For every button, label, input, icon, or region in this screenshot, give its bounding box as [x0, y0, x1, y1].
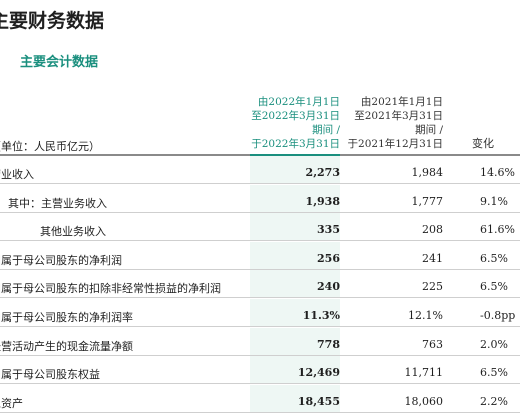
current-value: 1,938 — [305, 194, 340, 208]
row-divider — [0, 326, 520, 327]
row-label: 归属于母公司股东权益 — [0, 368, 100, 382]
row-divider — [0, 354, 520, 356]
current-column-shade — [250, 327, 340, 356]
current-column-shade — [250, 299, 340, 327]
previous-value: 225 — [422, 280, 443, 294]
row-divider — [0, 211, 520, 213]
previous-value: 241 — [422, 251, 443, 265]
row-divider — [0, 268, 520, 270]
row-label: 归属于母公司股东的扣除非经常性损益的净利润 — [0, 282, 221, 296]
current-column-shade — [250, 384, 340, 413]
table-row: 营业收入 2,273 1,984 14.6% — [0, 156, 526, 184]
table-row: 总资产 18,455 18,060 2.2% — [0, 384, 526, 413]
current-value: 240 — [317, 280, 340, 294]
current-value: 11.3% — [302, 309, 340, 322]
row-divider — [0, 297, 520, 299]
current-value: 18,455 — [297, 394, 340, 408]
previous-value: 1,984 — [411, 166, 444, 179]
previous-value: 12.1% — [408, 309, 443, 322]
page-title: 主要财务数据 — [0, 10, 105, 32]
row-label: 归属于母公司股东的净利润 — [0, 253, 122, 267]
previous-header-line: 期间 / — [415, 124, 443, 136]
change-value: 2.0% — [480, 337, 508, 351]
previous-header-line: 于2021年12月31日 — [347, 138, 443, 150]
current-value: 2,273 — [305, 166, 340, 179]
change-value: 14.6% — [480, 166, 515, 179]
unit-label: （单位：人民币亿元） — [0, 140, 100, 153]
change-value: 6.5% — [480, 366, 508, 380]
current-header-line: 期间 / — [312, 124, 340, 136]
current-value: 12,469 — [297, 366, 340, 380]
current-value: 256 — [317, 251, 340, 265]
row-label: 总资产 — [0, 396, 23, 410]
row-divider — [0, 240, 520, 242]
table-row: 归属于母公司股东权益 12,469 11,711 6.5% — [0, 356, 526, 385]
current-header-line: 由2022年1月1日 — [257, 96, 340, 108]
change-header: 变化 — [472, 137, 494, 150]
current-column-shade — [250, 156, 340, 184]
current-header-line: 至2022年3月31日 — [251, 110, 340, 122]
previous-value: 1,777 — [411, 194, 444, 208]
row-label: 其他业务收入 — [40, 225, 106, 239]
table-row: 其他业务收入 335 208 61.6% — [0, 213, 526, 242]
current-column-shade — [250, 241, 340, 270]
current-column-shade — [250, 270, 340, 299]
change-value: 9.1% — [480, 194, 508, 208]
table-row: 经营活动产生的现金流量净额 778 763 2.0% — [0, 327, 526, 356]
current-period-header: 由2022年1月1日 至2022年3月31日 期间 / 于2022年3月31日 — [251, 95, 340, 151]
current-column-underline — [250, 154, 340, 156]
section-title: 主要会计数据 — [20, 55, 99, 70]
row-label: 归属于母公司股东的净利润率 — [0, 311, 133, 324]
current-value: 778 — [317, 337, 340, 351]
previous-header-line: 至2021年3月31日 — [354, 110, 443, 122]
table-row: 归属于母公司股东的净利润率 11.3% 12.1% -0.8pp — [0, 299, 526, 327]
current-column-shade — [250, 213, 340, 242]
table-row: 归属于母公司股东的净利润 256 241 6.5% — [0, 241, 526, 270]
row-divider — [0, 183, 520, 184]
row-label: 其中：主营业务收入 — [8, 196, 107, 210]
previous-header-line: 由2021年1月1日 — [360, 96, 443, 108]
change-value: 2.2% — [480, 394, 508, 408]
previous-value: 11,711 — [404, 366, 444, 380]
previous-value: 208 — [422, 223, 443, 237]
row-divider — [0, 383, 520, 385]
row-divider — [0, 411, 520, 413]
current-column-shade — [250, 184, 340, 213]
change-value: 6.5% — [480, 251, 508, 265]
previous-value: 763 — [422, 337, 443, 351]
row-label: 经营活动产生的现金流量净额 — [0, 339, 133, 353]
table-row: 归属于母公司股东的扣除非经常性损益的净利润 240 225 6.5% — [0, 270, 526, 299]
change-value: -0.8pp — [480, 309, 516, 322]
change-value: 61.6% — [480, 223, 515, 237]
current-header-line: 于2022年3月31日 — [251, 138, 340, 150]
change-value: 6.5% — [480, 280, 508, 294]
table-row: 其中：主营业务收入 1,938 1,777 9.1% — [0, 184, 526, 213]
previous-value: 18,060 — [404, 394, 444, 408]
current-value: 335 — [317, 223, 340, 237]
previous-period-header: 由2021年1月1日 至2021年3月31日 期间 / 于2021年12月31日 — [348, 95, 443, 151]
row-label: 营业收入 — [0, 168, 34, 181]
current-column-shade — [250, 356, 340, 385]
